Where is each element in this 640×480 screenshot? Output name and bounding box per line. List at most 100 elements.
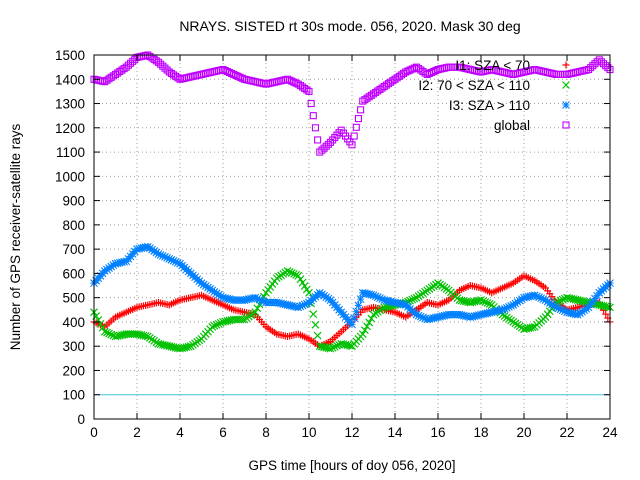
x-tick-label: 14 xyxy=(387,425,403,440)
data-point xyxy=(257,296,266,305)
data-point xyxy=(326,138,335,146)
data-point xyxy=(535,293,543,302)
y-tick-label: 200 xyxy=(62,363,85,378)
y-tick-label: 1500 xyxy=(55,48,85,63)
legend-label: global xyxy=(494,118,530,133)
data-point xyxy=(356,295,365,304)
data-point xyxy=(313,331,322,340)
legend-marker xyxy=(562,61,570,69)
data-point xyxy=(354,115,363,123)
legend-marker xyxy=(562,101,570,109)
data-point xyxy=(408,295,417,304)
data-point xyxy=(296,302,305,311)
y-tick-label: 1100 xyxy=(56,145,85,160)
data-point xyxy=(345,341,354,350)
data-point xyxy=(479,297,488,305)
chart-title: NRAYS. SISTED rt 30s mode. 056, 2020. Ma… xyxy=(179,18,520,34)
x-tick-label: 6 xyxy=(219,425,227,440)
data-point xyxy=(350,314,359,322)
data-point xyxy=(410,294,419,303)
data-point xyxy=(314,136,322,144)
series-global xyxy=(90,51,614,156)
data-point xyxy=(127,59,135,67)
data-point xyxy=(599,60,608,68)
y-tick-label: 500 xyxy=(62,291,85,306)
data-point xyxy=(167,255,176,264)
data-point xyxy=(378,295,386,304)
y-tick-label: 300 xyxy=(62,339,85,354)
y-tick-label: 1200 xyxy=(55,121,85,136)
data-point xyxy=(251,308,260,317)
data-point xyxy=(507,302,515,310)
data-point xyxy=(348,320,356,329)
y-tick-label: 0 xyxy=(77,412,85,427)
x-tick-label: 8 xyxy=(262,425,270,440)
data-point xyxy=(305,87,313,95)
data-point xyxy=(416,312,425,321)
data-point xyxy=(604,64,612,72)
data-point xyxy=(595,56,603,64)
data-point xyxy=(303,86,311,94)
data-point xyxy=(208,322,217,331)
data-point xyxy=(485,300,494,308)
data-point xyxy=(161,253,169,261)
data-point xyxy=(421,314,429,323)
data-point xyxy=(376,294,384,303)
data-point xyxy=(539,295,548,304)
data-point xyxy=(158,252,167,260)
data-point xyxy=(285,268,294,276)
x-tick-label: 18 xyxy=(473,425,488,440)
y-tick-label: 700 xyxy=(62,242,85,257)
data-point xyxy=(367,314,376,323)
x-tick-label: 22 xyxy=(559,425,574,440)
legend: I1: SZA < 70 I2: 70 < SZA < 110 I3: SZA > … xyxy=(418,58,570,133)
data-point xyxy=(251,293,260,302)
data-point xyxy=(528,323,537,332)
data-point xyxy=(210,321,219,330)
data-point xyxy=(333,341,341,350)
data-point xyxy=(296,275,305,284)
data-point xyxy=(371,292,380,301)
data-point xyxy=(320,144,328,152)
data-point xyxy=(171,257,180,266)
data-point xyxy=(212,320,221,329)
data-point xyxy=(365,318,374,327)
data-point xyxy=(530,291,539,300)
data-point xyxy=(533,292,541,301)
data-point xyxy=(311,320,320,329)
data-point xyxy=(309,310,318,319)
grid-lines xyxy=(94,55,610,419)
data-point xyxy=(302,285,311,294)
data-point xyxy=(584,66,593,74)
y-tick-label: 1000 xyxy=(55,169,85,184)
x-tick-label: 2 xyxy=(133,425,141,440)
data-point xyxy=(537,294,546,303)
data-point xyxy=(105,329,113,338)
x-tick-label: 24 xyxy=(602,425,618,440)
data-point xyxy=(358,330,367,338)
data-point xyxy=(259,297,268,306)
data-point xyxy=(357,106,365,114)
data-point xyxy=(154,58,163,66)
data-point xyxy=(587,64,595,72)
y-tick-label: 1300 xyxy=(55,97,85,112)
data-point xyxy=(597,58,605,66)
data-point xyxy=(419,313,427,322)
y-tick-label: 100 xyxy=(62,388,85,403)
legend-label: I3: SZA > 110 xyxy=(449,98,530,113)
data-point xyxy=(350,132,358,140)
axis-ticks: 0 2 4 6 8 10 12 14 16 18 20 22 240100200300400500600… xyxy=(55,48,618,440)
data-point xyxy=(283,267,292,275)
data-point xyxy=(414,311,423,320)
data-point xyxy=(554,304,563,313)
data-point xyxy=(169,256,178,265)
data-point xyxy=(173,258,182,267)
data-point xyxy=(328,343,337,352)
data-point xyxy=(373,293,382,302)
data-point xyxy=(330,342,339,351)
legend-label: I1: SZA < 70 xyxy=(455,58,530,73)
data-point xyxy=(331,133,339,142)
x-tick-label: 16 xyxy=(430,425,445,440)
